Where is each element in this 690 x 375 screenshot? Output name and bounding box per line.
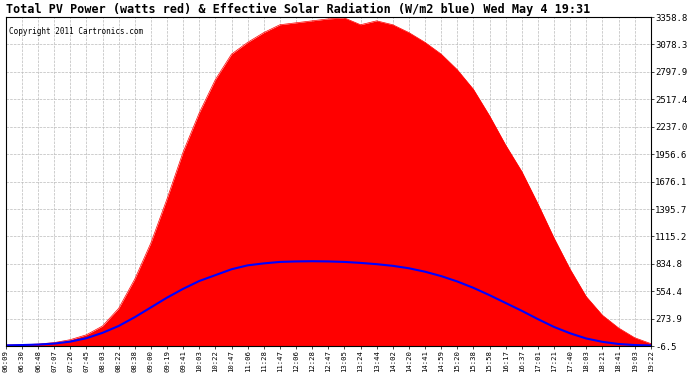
Text: Copyright 2011 Cartronics.com: Copyright 2011 Cartronics.com [9, 27, 143, 36]
Text: Total PV Power (watts red) & Effective Solar Radiation (W/m2 blue) Wed May 4 19:: Total PV Power (watts red) & Effective S… [6, 3, 590, 16]
